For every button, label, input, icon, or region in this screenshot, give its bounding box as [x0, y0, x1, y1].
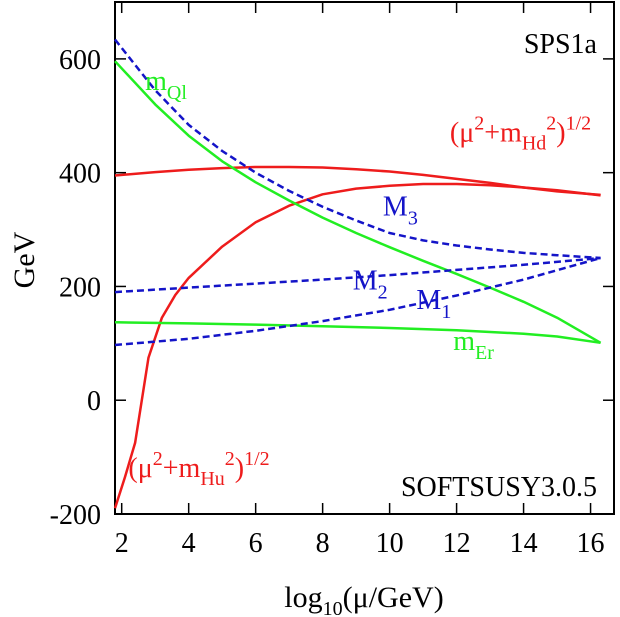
label-m2: M2	[353, 265, 388, 303]
y-tick-label: 0	[87, 386, 101, 417]
series-m3	[114, 38, 601, 260]
plot-frame	[114, 1, 615, 515]
x-axis-label-main: log	[284, 581, 322, 614]
label-m3: M3	[383, 191, 418, 229]
label-m-er: mEr	[453, 326, 494, 364]
series-mhd	[114, 165, 601, 197]
y-tick-label: 600	[59, 45, 101, 76]
label-hd: (μ2+mHd2)1/2	[450, 112, 591, 154]
y-tick-label: 200	[59, 272, 101, 303]
y-tick-label: 400	[59, 159, 101, 190]
x-axis-label-tail: (μ/GeV)	[343, 581, 444, 614]
series-m2	[114, 256, 601, 294]
x-axis-label: log10(μ/GeV)	[284, 581, 443, 617]
x-tick-label: 6	[249, 528, 263, 559]
series-mql	[114, 60, 602, 344]
label-hu: (μ2+mHu2)1/2	[128, 448, 269, 490]
y-axis-label: GeV	[8, 231, 41, 288]
x-tick-label: 10	[376, 528, 404, 559]
y-tick-label: -200	[50, 500, 101, 531]
series-mhu	[113, 182, 601, 509]
corner-label-bottom: SOFTSUSY3.0.5	[401, 472, 597, 503]
x-tick-label: 14	[510, 528, 538, 559]
x-tick-label: 4	[182, 528, 196, 559]
x-tick-label: 16	[577, 528, 605, 559]
series-mer	[114, 321, 601, 345]
x-tick-label: 8	[316, 528, 330, 559]
label-m1: M1	[416, 285, 451, 323]
x-axis-label-sub: 10	[323, 598, 343, 617]
x-tick-label: 12	[443, 528, 471, 559]
series-m1	[114, 256, 601, 347]
label-m-ql: mQl	[145, 66, 187, 104]
corner-label-top: SPS1a	[524, 29, 598, 60]
x-tick-label: 2	[115, 528, 129, 559]
